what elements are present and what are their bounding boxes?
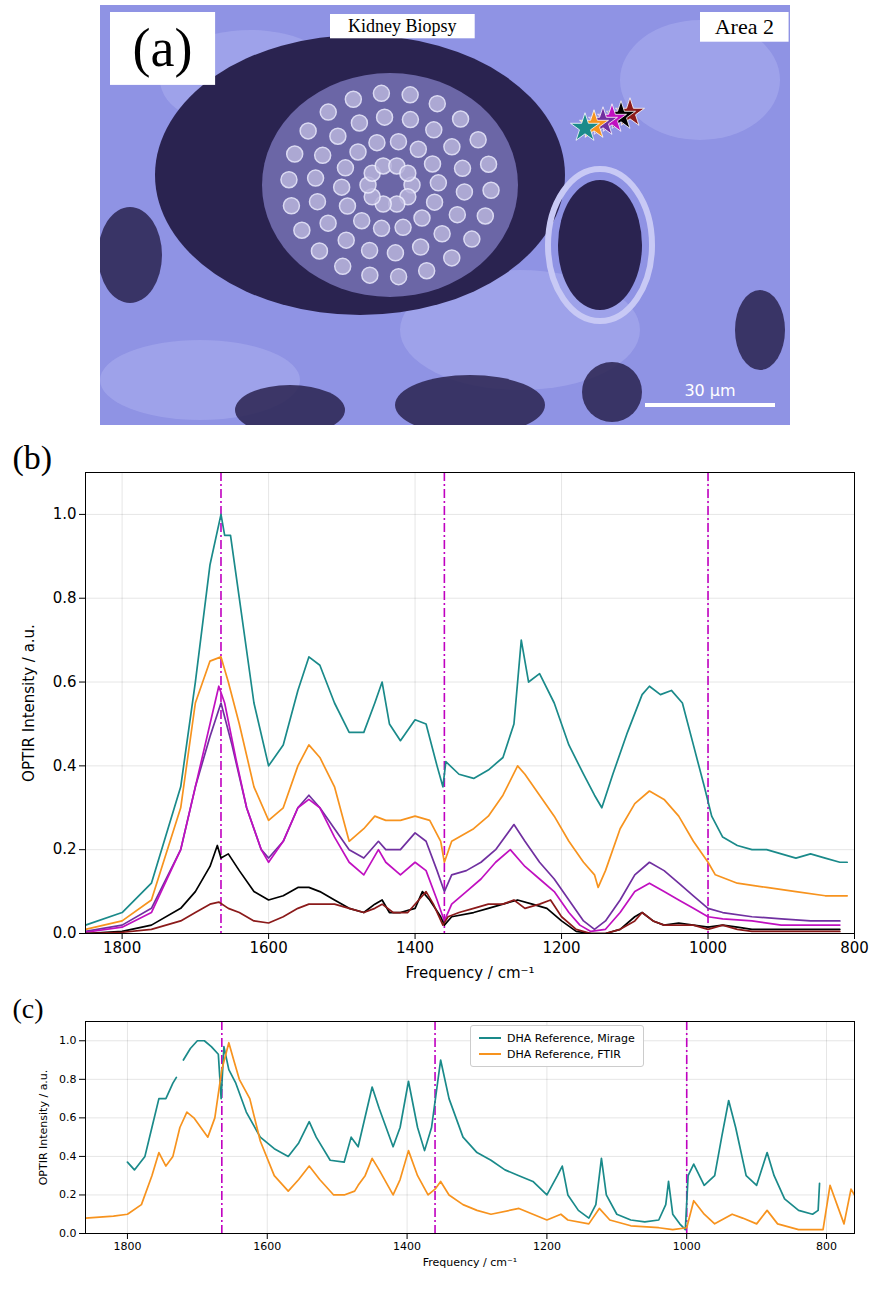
svg-text:30 μm: 30 μm [684,381,735,400]
svg-text:0.6: 0.6 [59,1111,77,1124]
svg-text:1200: 1200 [533,1240,561,1253]
svg-text:0.6: 0.6 [53,673,77,691]
svg-text:0.4: 0.4 [59,1150,77,1163]
svg-text:Frequency / cm⁻¹: Frequency / cm⁻¹ [423,1256,518,1269]
svg-text:0.4: 0.4 [53,757,77,775]
svg-text:Kidney Biopsy: Kidney Biopsy [348,16,457,36]
svg-text:800: 800 [840,939,869,957]
html-text:DHA Reference, Mirage: DHA Reference, Mirage [507,1031,635,1045]
svg-text:OPTIR Intensity / a.u.: OPTIR Intensity / a.u. [37,1070,50,1186]
svg-text:(b): (b) [13,439,53,477]
svg-text:Area 2: Area 2 [715,14,774,39]
svg-text:1.0: 1.0 [53,505,77,523]
svg-text:(a): (a) [133,18,193,78]
svg-text:0.0: 0.0 [59,1227,77,1240]
svg-text:OPTIR Intensity / a.u.: OPTIR Intensity / a.u. [20,624,38,782]
svg-text:1.0: 1.0 [59,1034,77,1047]
svg-text:0.0: 0.0 [53,924,77,942]
svg-text:0.2: 0.2 [53,840,77,858]
svg-text:1800: 1800 [103,939,141,957]
html-text:DHA Reference, FTIR: DHA Reference, FTIR [507,1047,621,1061]
svg-text:1800: 1800 [113,1240,141,1253]
svg-text:1600: 1600 [253,1240,281,1253]
svg-text:1200: 1200 [542,939,580,957]
svg-text:1000: 1000 [673,1240,701,1253]
svg-text:0.2: 0.2 [59,1188,77,1201]
svg-text:1600: 1600 [250,939,288,957]
svg-text:(c): (c) [13,993,44,1024]
svg-text:1000: 1000 [689,939,727,957]
svg-text:Frequency / cm⁻¹: Frequency / cm⁻¹ [406,964,535,982]
svg-text:0.8: 0.8 [59,1073,77,1086]
svg-text:800: 800 [816,1240,837,1253]
svg-text:1400: 1400 [393,1240,421,1253]
svg-text:0.8: 0.8 [53,589,77,607]
svg-text:1400: 1400 [396,939,434,957]
